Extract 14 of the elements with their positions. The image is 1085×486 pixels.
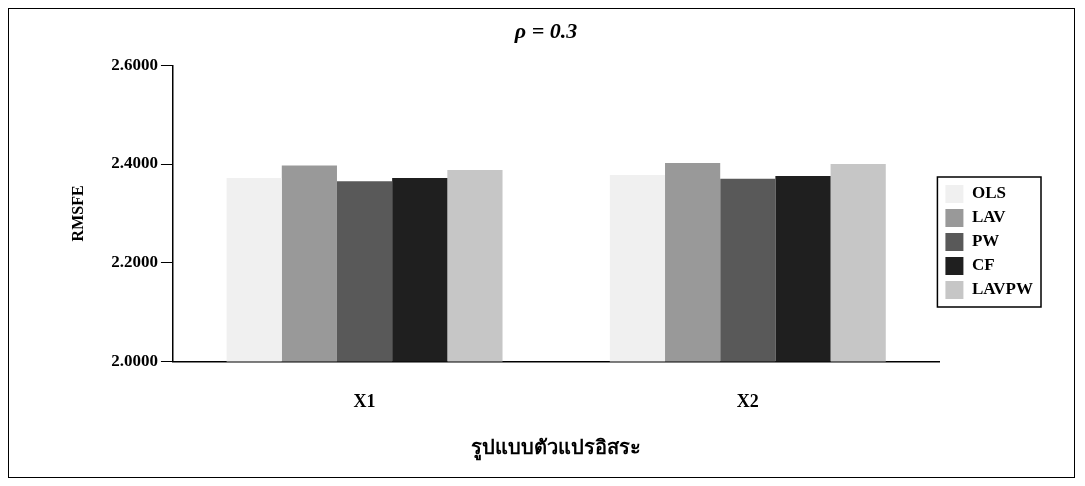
- y-tick-label: 2.2000: [111, 252, 158, 272]
- legend-label: CF: [971, 255, 995, 275]
- x-axis-title: รูปแบบตัวแปรอิสระ: [471, 436, 642, 462]
- x-tick-label: X2: [736, 390, 759, 411]
- legend-label: OLS: [971, 183, 1006, 203]
- x-tick-label: X1: [353, 390, 376, 411]
- y-tick-label: 2.0000: [111, 350, 158, 370]
- y-tick-label: 2.4000: [111, 153, 158, 173]
- legend-label: LAVPW: [971, 279, 1034, 299]
- legend-label: LAV: [971, 207, 1007, 227]
- legend-label: PW: [971, 231, 1000, 251]
- y-axis-title: RMSFE: [68, 185, 86, 242]
- chart-title: ρ = 0.3: [513, 17, 578, 43]
- y-tick-label: 2.6000: [111, 54, 158, 74]
